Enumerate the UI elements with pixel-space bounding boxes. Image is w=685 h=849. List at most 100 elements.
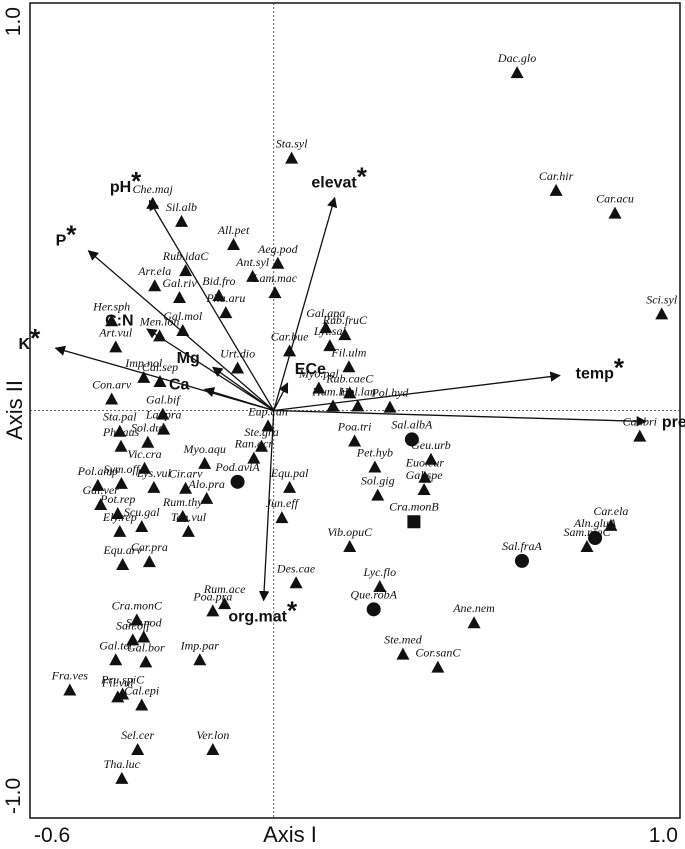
point-label: Myo.aqu: [183, 442, 226, 456]
point-label: Pot.rep: [99, 492, 135, 506]
point-triangle: [342, 360, 356, 373]
point-triangle: [198, 456, 212, 469]
vector-name: P: [56, 232, 67, 249]
point-triangle: [268, 286, 282, 299]
point-label: Vib.opuC: [327, 525, 373, 539]
point-triangle: [373, 579, 387, 592]
point-label: Sol.gig: [361, 474, 395, 488]
point-label: Lat.pra: [145, 408, 182, 422]
point-label: Car.acu: [596, 192, 634, 206]
point-label: Ste.gra: [244, 425, 278, 439]
point-triangle: [175, 214, 189, 227]
point-triangle: [227, 238, 241, 251]
point-triangle: [156, 407, 170, 420]
point-triangle: [135, 698, 149, 711]
point-label: Euo.eur: [405, 456, 445, 470]
point-triangle: [91, 478, 105, 491]
point-label: Pol.hyd: [370, 386, 409, 400]
point-triangle: [157, 422, 171, 435]
point-triangle: [131, 742, 145, 755]
point-label: Geu.urb: [411, 438, 451, 452]
point-label: Gal.spe: [406, 468, 444, 482]
point-label: Men.lon: [139, 314, 180, 328]
point-triangle: [94, 498, 108, 511]
point-label: Car.bri: [623, 415, 657, 429]
point-triangle: [431, 660, 445, 673]
point-label: Urt.dio: [220, 347, 255, 361]
point-label: Hol.lan: [339, 384, 376, 398]
point-label: Ste.med: [384, 633, 423, 647]
env-vector: [273, 196, 338, 411]
point-triangle: [126, 633, 140, 646]
point-triangle: [137, 370, 151, 383]
point-triangle: [176, 324, 190, 337]
point-triangle: [147, 480, 161, 493]
point-triangle: [109, 340, 123, 353]
point-label: Rub.fruC: [322, 313, 368, 327]
point-triangle: [137, 630, 151, 643]
env-vector: [54, 345, 274, 412]
point-triangle: [424, 452, 438, 465]
point-triangle: [113, 424, 127, 437]
point-circle: [230, 474, 245, 489]
vector-name: pH: [110, 179, 131, 196]
env-vector: [148, 199, 275, 411]
point-label: Cal.epi: [124, 684, 159, 698]
point-triangle: [283, 480, 297, 493]
vector-name: precip: [662, 414, 685, 431]
point-triangle: [176, 509, 190, 522]
point-label: Sal.albA: [391, 417, 433, 431]
env-vector: [146, 328, 275, 412]
point-label: Gal.tet: [99, 638, 133, 652]
point-label: Lyt.sal: [313, 324, 347, 338]
point-label: Pod.aviA: [214, 460, 260, 474]
point-label: All.pet: [217, 223, 250, 237]
point-label: Cor.sanC: [415, 646, 461, 660]
point-triangle: [111, 690, 125, 703]
point-triangle: [206, 604, 220, 617]
point-label: Gal.mol: [163, 309, 203, 323]
point-label: Sol.dul: [131, 421, 165, 435]
point-label: Car.ela: [593, 504, 628, 518]
point-triangle: [206, 742, 220, 755]
significance-mark: *: [287, 595, 298, 625]
vector-name: temp: [576, 366, 614, 383]
point-triangle: [193, 653, 207, 666]
point-triangle: [396, 647, 410, 660]
point-triangle: [212, 288, 226, 301]
vector-name: Mg: [177, 350, 200, 367]
point-label: Des.cae: [276, 561, 316, 575]
point-label: Vic.cra: [128, 447, 162, 461]
point-label: Pha.aru: [205, 291, 245, 305]
point-label: Sci.syl: [646, 292, 678, 306]
point-label: Gal.riv: [162, 276, 197, 290]
point-label: Ant.syl: [235, 255, 270, 269]
point-triangle: [139, 655, 153, 668]
point-label: Sta.syl: [276, 137, 308, 151]
point-circle: [404, 432, 419, 447]
point-triangle: [146, 196, 160, 209]
point-label: Sil.alb: [166, 200, 197, 214]
y-axis-title: Axis II: [2, 380, 27, 440]
point-label: Fil.ulm: [330, 345, 366, 359]
point-label: Que.robA: [350, 587, 397, 601]
point-label: Fra.ves: [51, 668, 89, 682]
point-triangle: [231, 361, 245, 374]
point-triangle: [105, 392, 119, 405]
vector-label: K*: [19, 323, 42, 353]
point-triangle: [141, 435, 155, 448]
point-label: Gal.bif: [146, 393, 181, 407]
env-vector: [203, 387, 274, 412]
point-label: Aeg.pod: [257, 242, 299, 256]
vector-label: Ca: [169, 377, 190, 394]
point-triangle: [153, 374, 167, 387]
point-label: Eup.can: [247, 404, 288, 418]
point-triangle: [323, 339, 337, 352]
point-triangle: [549, 183, 563, 196]
point-label: Ely.rep: [102, 510, 137, 524]
x-tick-label: -0.6: [34, 824, 70, 847]
point-label: Tan.vul: [171, 510, 207, 524]
point-triangle: [219, 306, 233, 319]
